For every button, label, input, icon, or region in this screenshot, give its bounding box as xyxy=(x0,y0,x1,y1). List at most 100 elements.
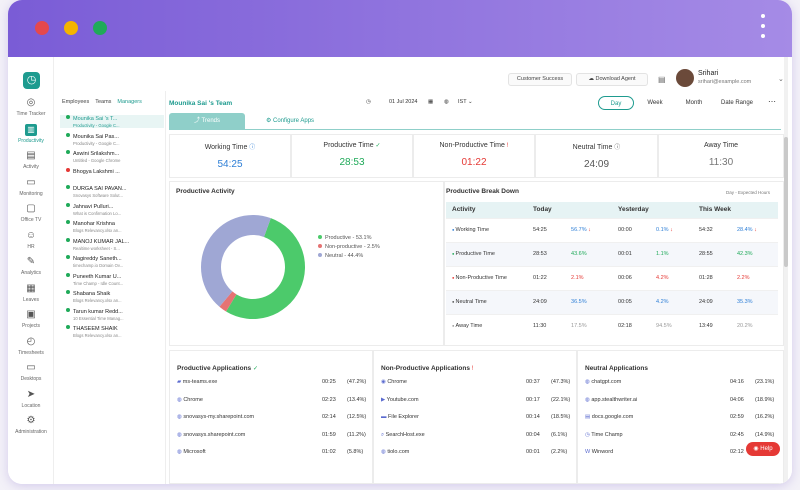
list-item[interactable]: MANOJ KUMAR JAL... Realtime worksheet - S… xyxy=(66,237,162,251)
list-item[interactable]: ▰ ms-teams.exe xyxy=(177,379,217,385)
tab-managers[interactable]: Managers xyxy=(117,99,142,105)
list-item[interactable]: Aswini Srilakshm... Untitled - Google Chr… xyxy=(66,150,162,163)
activity-cell: ● Neutral Time xyxy=(446,289,528,314)
list-item[interactable]: Tarun kumar Redd... 10 Essential Time Man… xyxy=(66,307,162,321)
value-cell: 00:00 0.1% ↓ xyxy=(612,217,693,242)
sidebar-item-office-tv[interactable]: ▢ Office TV xyxy=(8,203,54,223)
list-item[interactable]: ▬ File Explorer xyxy=(381,414,419,420)
minimize-window-dot[interactable] xyxy=(64,21,78,35)
list-item[interactable]: ◍ chatgpt.com xyxy=(585,379,621,385)
period-date-range[interactable]: Date Range xyxy=(720,100,754,106)
percent-value: 94.5% xyxy=(656,323,672,330)
sidebar-item-timesheets[interactable]: ◴ Timesheets xyxy=(8,336,54,356)
value-cell: 02:18 94.5% xyxy=(612,313,693,338)
sidebar-item-location[interactable]: ➤ Location xyxy=(8,389,54,409)
app-name: Youtube.com xyxy=(386,396,419,403)
list-item[interactable]: ▶ Youtube.com xyxy=(381,397,419,403)
sidebar-item-desktops[interactable]: ▭ Desktops xyxy=(8,362,54,382)
list-item[interactable]: Mounika Sai Pas... Productivity - Google … xyxy=(66,132,162,146)
trend-down-icon: ↓ xyxy=(752,227,757,233)
employee-activity: Productivity - Google C... xyxy=(73,140,120,146)
tab-configure-label: Configure Apps xyxy=(273,118,315,124)
more-options-icon[interactable]: ⋯ xyxy=(768,97,776,106)
list-item[interactable]: ◍ Microsoft xyxy=(177,449,206,455)
window-menu-icon[interactable] xyxy=(760,14,766,44)
app-percent: (16.2%) xyxy=(755,414,775,420)
list-item[interactable]: Nagireddy Saneth... timechamp.io Domain O… xyxy=(66,255,162,268)
list-item[interactable]: ◍ Chrome xyxy=(177,397,203,403)
sidebar-item-time-tracker[interactable]: ◎ Time Tracker xyxy=(8,97,54,117)
calendar-icon[interactable]: ▦ xyxy=(428,99,434,105)
employee-activity: Realtime worksheet - S... xyxy=(73,245,120,251)
download-agent-button[interactable]: ☁ Download Agent xyxy=(576,73,648,86)
legend-item: Non-productive - 2.5% xyxy=(318,243,380,252)
doc-icon: ▤ xyxy=(585,414,592,420)
list-item[interactable]: Mounika Sai 's T... Productivity - Google… xyxy=(60,115,164,128)
status-dot xyxy=(66,325,70,329)
period-week[interactable]: Week xyxy=(647,100,663,106)
period-day[interactable]: Day xyxy=(598,96,634,110)
user-name: Srihari xyxy=(698,70,719,77)
period-month[interactable]: Month xyxy=(685,100,703,106)
clock-icon[interactable]: ◷ xyxy=(23,72,40,89)
customer-success-button[interactable]: Customer Success xyxy=(508,73,572,86)
maximize-window-dot[interactable] xyxy=(93,21,107,35)
sidebar-item-activity[interactable]: ▤ Activity xyxy=(8,150,54,170)
sidebar-item-productivity[interactable]: ▥ Productivity xyxy=(8,123,54,144)
table-row: ● Productive Time 28:53 43.6% 00:01 1.1% 28:5… xyxy=(446,241,778,266)
list-item[interactable]: Bhogya Lakshmi ... xyxy=(66,167,162,175)
chevron-down-icon[interactable]: ⌄ xyxy=(778,76,784,83)
app-percent: (47.3%) xyxy=(551,379,571,385)
list-item[interactable]: ◷ Time Champ xyxy=(585,432,623,438)
stat-card-productive-time: Productive Time ✓ 28:53 xyxy=(291,134,413,178)
stat-title: Working Time ⓘ xyxy=(204,144,256,151)
employee-activity: 10 Essential Time Manag... xyxy=(73,315,124,321)
list-item[interactable]: ◍ snovasys.sharepoint.com xyxy=(177,432,245,438)
scrollbar-track[interactable] xyxy=(784,57,788,484)
tab-trends[interactable]: ⤴ Trends xyxy=(169,113,245,129)
list-item[interactable]: ◍ app.stealthwriter.ai xyxy=(585,397,637,403)
settings-icon: ⚙ xyxy=(265,118,273,124)
donut-slice xyxy=(226,218,305,319)
sidebar-item-administration[interactable]: ⚙ Administration xyxy=(8,415,54,435)
sidebar-item-leaves[interactable]: ▦ Leaves xyxy=(8,283,54,303)
date-picker[interactable]: 01 Jul 2024 xyxy=(389,99,418,105)
list-item[interactable]: ▤ docs.google.com xyxy=(585,414,633,420)
download-agent-label: Download Agent xyxy=(595,76,636,82)
close-window-dot[interactable] xyxy=(35,21,49,35)
list-item[interactable]: ◍ snovasys-my.sharepoint.com xyxy=(177,414,254,420)
avatar[interactable] xyxy=(676,69,694,87)
list-item[interactable]: Puneeth Kumar U... Time Champ - Idle Coun… xyxy=(66,272,162,286)
percent-value: 28.4% xyxy=(736,227,753,233)
sidebar-item-analytics[interactable]: ✎ Analytics xyxy=(8,256,54,276)
sidebar-item-hr[interactable]: ☺ HR xyxy=(8,230,54,250)
timezone-select[interactable]: IST ⌄ xyxy=(458,99,473,105)
value-cell: 54:25 56.7% ↓ xyxy=(527,217,613,242)
table-row: ● Working Time 54:25 56.7% ↓ 00:00 0.1% ↓ 54:… xyxy=(446,217,778,242)
globe-icon[interactable]: ◍ xyxy=(444,99,449,105)
status-dot xyxy=(66,272,70,277)
list-item[interactable]: W Winword xyxy=(585,449,613,455)
tab-teams[interactable]: Teams xyxy=(95,99,112,105)
tab-employees[interactable]: Employees xyxy=(62,99,90,105)
list-item[interactable]: Shabana Shaik Blogs Relevancy.xlsx an... xyxy=(66,290,162,303)
list-item[interactable]: ◉ Chrome xyxy=(381,379,407,385)
sidebar-item-monitoring[interactable]: ▭ Monitoring xyxy=(8,177,54,197)
list-item[interactable]: DURGA SAI PAVAN... Snovasys Software Solu… xyxy=(66,185,162,198)
list-item[interactable]: Manohar Krishna Blogs Relevancy.xlsx an..… xyxy=(66,220,162,233)
document-icon[interactable]: ▤ xyxy=(658,75,666,84)
sidebar-item-label: Productivity xyxy=(18,137,44,144)
app-body: ◷ ◎ Time Tracker ▥ Productivity ▤ Activity ▭ Mo… xyxy=(8,57,792,484)
value-cell: 00:06 4.2% xyxy=(612,265,693,290)
tab-configure-apps[interactable]: ⚙ Configure Apps xyxy=(251,113,329,129)
list-item[interactable]: ◍ tiolo.com xyxy=(381,449,409,455)
list-item[interactable]: Jahnavi Pulluri... What is Confirmation L… xyxy=(66,202,162,216)
list-item[interactable]: ⌕ SearchHost.exe xyxy=(381,432,425,439)
scrollbar-thumb[interactable] xyxy=(784,137,788,267)
list-item[interactable]: THASEEM SHAIK Blogs Relevancy.xlsx an... xyxy=(66,325,162,338)
sidebar-item-projects[interactable]: ▣ Projects xyxy=(8,309,54,329)
help-button[interactable]: ◉ Help xyxy=(746,442,780,456)
info-icon: ⓘ xyxy=(614,145,621,151)
clock-outline-icon[interactable]: ◷ xyxy=(366,99,371,105)
time-value: 54:32 xyxy=(698,227,713,233)
